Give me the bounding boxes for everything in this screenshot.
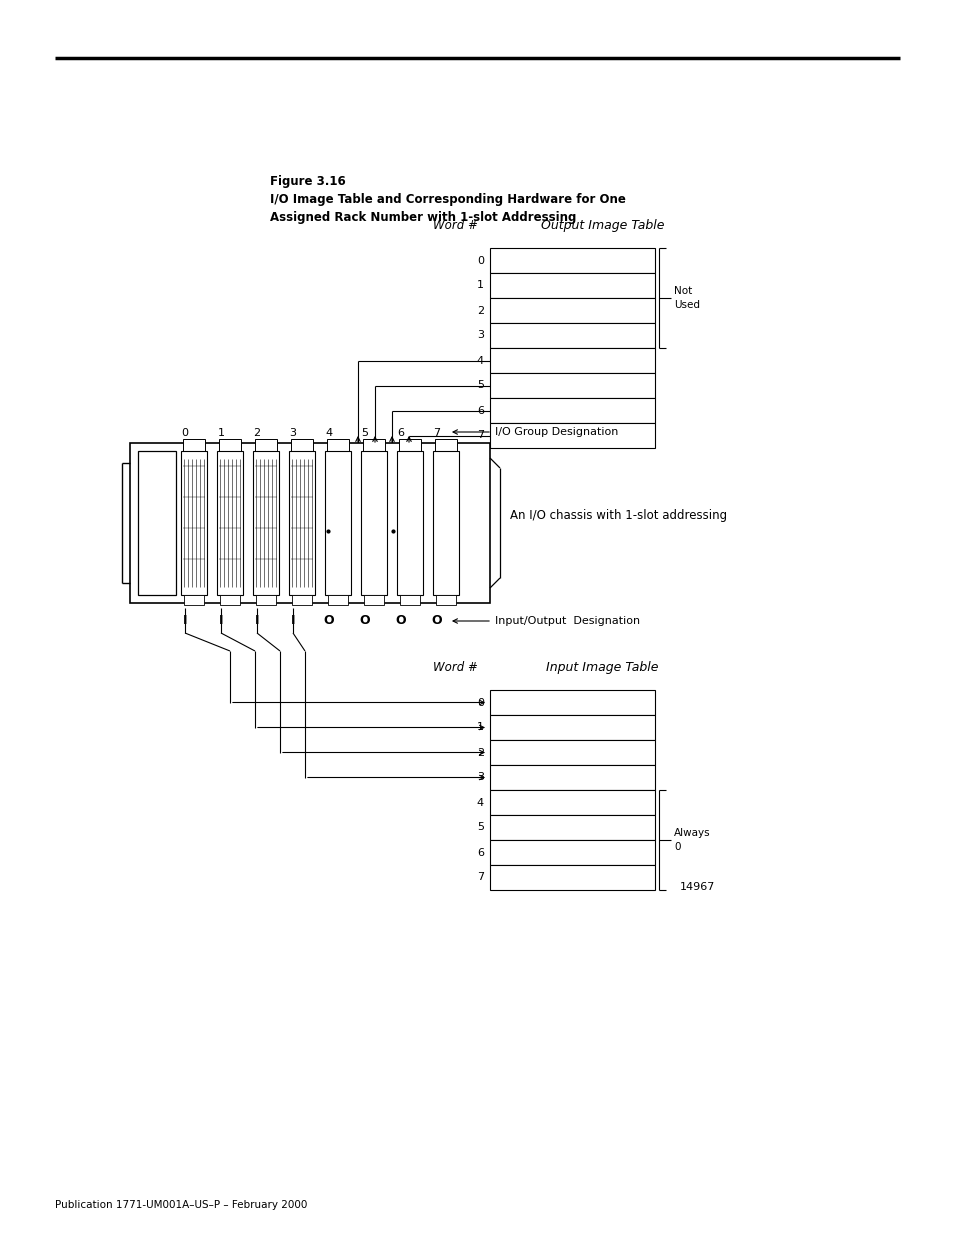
Bar [219,438,241,451]
Text: 4: 4 [476,356,483,366]
Text: 0: 0 [476,256,483,266]
Bar [181,451,207,595]
Text: Input Image Table: Input Image Table [546,661,659,674]
Bar [399,595,419,605]
Text: I: I [291,615,294,627]
Text: O: O [323,615,334,627]
Text: 6: 6 [476,847,483,857]
Bar [328,595,348,605]
Bar [490,248,655,273]
Text: Figure 3.16: Figure 3.16 [270,175,345,188]
Bar [490,790,655,815]
Bar [360,451,387,595]
Text: An I/O chassis with 1-slot addressing: An I/O chassis with 1-slot addressing [510,509,726,521]
Bar [490,273,655,298]
Bar [490,424,655,448]
Bar [253,451,278,595]
Text: 5: 5 [361,429,368,438]
Text: I: I [254,615,259,627]
Bar [396,451,422,595]
Text: Output Image Table: Output Image Table [540,219,663,232]
Bar [364,595,384,605]
Bar [490,324,655,348]
Bar [433,451,458,595]
Bar [490,690,655,715]
Bar [490,373,655,398]
Text: O: O [395,615,406,627]
Text: 0: 0 [476,698,483,708]
Bar [289,451,314,595]
Bar [490,348,655,373]
Bar [292,595,312,605]
Bar [216,451,243,595]
Bar [138,451,175,595]
Bar [255,595,275,605]
Text: 2: 2 [476,305,483,315]
Text: Assigned Rack Number with 1-slot Addressing: Assigned Rack Number with 1-slot Address… [270,211,576,224]
Text: 6: 6 [397,429,404,438]
Bar [398,438,420,451]
Bar [327,438,349,451]
Text: 1: 1 [476,280,483,290]
Text: Publication 1771-UM001A–US–P – February 2000: Publication 1771-UM001A–US–P – February … [55,1200,307,1210]
Text: 2: 2 [253,429,260,438]
Text: 5: 5 [476,823,483,832]
Text: Word #: Word # [433,661,477,674]
Text: Always
0: Always 0 [673,829,710,852]
Text: O: O [432,615,442,627]
Bar [490,764,655,790]
Text: 3: 3 [476,773,483,783]
Text: I: I [183,615,187,627]
Bar [490,740,655,764]
Bar [254,438,276,451]
Text: 4: 4 [325,429,333,438]
Bar [436,595,456,605]
Text: I: I [218,615,223,627]
Bar [490,715,655,740]
Text: 0: 0 [181,429,189,438]
Bar [490,864,655,890]
Bar [490,298,655,324]
Text: 5: 5 [476,380,483,390]
Text: O: O [359,615,370,627]
Text: I/O Group Designation: I/O Group Designation [495,427,618,437]
Text: I/O Image Table and Corresponding Hardware for One: I/O Image Table and Corresponding Hardwa… [270,193,625,206]
Text: Input/Output  Designation: Input/Output Designation [495,616,639,626]
Text: 7: 7 [433,429,440,438]
Bar [130,443,490,603]
Text: 7: 7 [476,872,483,883]
Text: 2: 2 [476,747,483,757]
Text: 7: 7 [476,431,483,441]
Bar [490,398,655,424]
Text: Word #: Word # [433,219,477,232]
Text: 6: 6 [476,405,483,415]
Bar [435,438,456,451]
Bar [220,595,240,605]
Bar [183,438,205,451]
Text: 14967: 14967 [679,882,715,892]
Bar [184,595,204,605]
Bar [363,438,385,451]
Bar [490,815,655,840]
Bar [325,451,351,595]
Text: 3: 3 [476,331,483,341]
Text: 1: 1 [476,722,483,732]
Text: 3: 3 [289,429,296,438]
Text: 1: 1 [217,429,224,438]
Bar [490,840,655,864]
Text: Not
Used: Not Used [673,287,700,310]
Bar [291,438,313,451]
Text: 4: 4 [476,798,483,808]
